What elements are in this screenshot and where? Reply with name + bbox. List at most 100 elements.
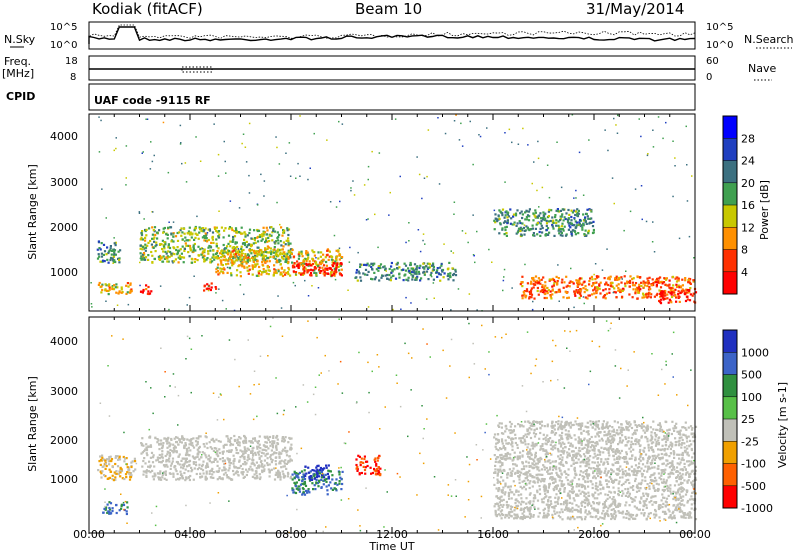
data-cell [516, 231, 519, 234]
data-cell [190, 466, 193, 469]
data-cell [415, 276, 418, 279]
data-cell [195, 472, 198, 476]
data-cell [694, 465, 697, 468]
data-cell [271, 440, 274, 443]
data-cell [269, 441, 272, 444]
data-cell [542, 509, 545, 512]
data-cell [371, 471, 374, 475]
data-cell [568, 422, 571, 425]
data-speckle [217, 153, 220, 156]
data-cell [378, 471, 381, 474]
data-cell [246, 447, 249, 450]
data-cell [282, 271, 285, 274]
data-cell [291, 248, 294, 251]
data-cell [225, 263, 228, 266]
data-cell [497, 489, 500, 492]
data-speckle [218, 288, 220, 290]
data-cell [244, 233, 247, 236]
data-cell [556, 283, 559, 286]
data-speckle [444, 132, 447, 135]
data-cell [206, 463, 209, 467]
data-cell [309, 271, 313, 274]
data-cell [244, 439, 248, 442]
data-cell [151, 469, 154, 472]
data-speckle [472, 254, 475, 256]
data-cell [266, 463, 269, 467]
data-cell [586, 480, 590, 483]
data-speckle [594, 263, 597, 265]
data-cell [160, 461, 163, 464]
data-speckle [469, 120, 471, 123]
data-cell [598, 283, 601, 286]
data-cell [517, 475, 520, 478]
data-cell [646, 280, 649, 283]
data-cell [623, 460, 626, 463]
data-cell [193, 457, 196, 460]
data-cell [404, 269, 408, 272]
data-cell [108, 506, 111, 510]
data-cell [516, 469, 519, 472]
data-cell [663, 512, 666, 515]
data-cell [231, 443, 235, 446]
data-cell [525, 225, 528, 228]
data-cell [509, 208, 512, 211]
data-cell [297, 266, 300, 269]
data-cell [205, 233, 208, 236]
data-cell [276, 438, 279, 441]
data-cell [669, 452, 672, 455]
data-cell [521, 454, 524, 457]
data-cell [402, 279, 405, 282]
data-cell [308, 260, 311, 263]
data-speckle [185, 181, 188, 183]
data-cell [493, 436, 496, 439]
data-cell [313, 254, 316, 257]
data-cell [106, 477, 109, 480]
data-cell [592, 289, 595, 292]
data-cell [638, 276, 642, 279]
power-colorbar-label: Power [dB] [758, 180, 771, 240]
data-cell [297, 488, 300, 491]
data-cell [597, 287, 600, 290]
freq-right-label: Nave [748, 62, 776, 75]
data-cell [578, 218, 582, 222]
data-speckle [422, 233, 425, 235]
data-cell [233, 465, 236, 468]
data-cell [554, 216, 557, 219]
data-speckle [223, 140, 225, 143]
data-cell [192, 446, 196, 449]
data-cell [270, 458, 273, 461]
data-cell [243, 455, 246, 459]
data-cell [172, 235, 175, 238]
data-cell [591, 225, 595, 228]
data-cell [587, 466, 591, 469]
data-speckle [91, 306, 93, 308]
colorbar-segment [723, 160, 737, 183]
data-speckle [616, 132, 619, 134]
data-speckle [101, 188, 103, 190]
data-cell [212, 449, 215, 452]
data-cell [152, 237, 155, 240]
data-cell [290, 459, 293, 462]
data-cell [671, 460, 674, 463]
data-cell [297, 263, 300, 266]
data-cell [216, 460, 219, 463]
data-cell [627, 281, 630, 284]
data-cell [613, 430, 616, 433]
data-speckle [333, 234, 336, 237]
data-cell [312, 259, 315, 262]
data-cell [261, 271, 264, 274]
data-cell [571, 510, 574, 513]
data-cell [655, 433, 658, 436]
data-cell [171, 449, 174, 453]
data-cell [359, 265, 362, 268]
data-cell [201, 227, 204, 230]
data-cell [584, 487, 587, 490]
data-cell [377, 469, 380, 472]
data-cell [454, 274, 458, 277]
data-cell [242, 258, 245, 261]
data-cell [671, 275, 675, 278]
data-cell [561, 213, 564, 216]
data-cell [593, 292, 596, 295]
data-cell [645, 498, 648, 501]
data-cell [656, 292, 659, 295]
